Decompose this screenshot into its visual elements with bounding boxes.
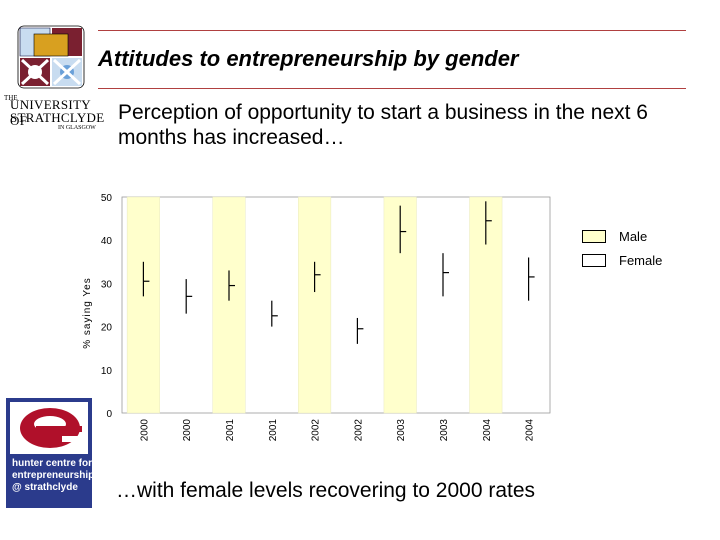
hunter-logo-line-3: @ strathclyde	[12, 482, 78, 493]
logo-text-the: THE	[4, 94, 18, 102]
x-tick-label-9: 2004	[525, 419, 536, 442]
y-tick-label-50: 50	[101, 193, 113, 204]
top-divider-line	[98, 30, 686, 31]
x-tick-label-5: 2002	[353, 419, 364, 442]
x-tick-label-4: 2002	[311, 419, 322, 442]
x-tick-label-6: 2003	[396, 419, 407, 442]
hunter-centre-logo: hunter centre for entrepreneurship @ str…	[6, 398, 95, 508]
hunter-centre-e-mark	[10, 402, 88, 454]
bar-male-2004-8	[469, 196, 503, 414]
x-tick-label-7: 2003	[439, 419, 450, 442]
x-tick-label-2: 2001	[225, 419, 236, 442]
logo-text-strathclyde: STRATHCLYDE	[10, 110, 105, 125]
bar-male-2000-0	[126, 196, 160, 414]
university-crest-logo	[17, 25, 85, 89]
bar-male-2001-2	[212, 196, 246, 414]
y-axis-label: % saying Yes	[82, 277, 93, 349]
legend-swatch-male	[582, 230, 606, 243]
y-tick-label-10: 10	[101, 366, 113, 377]
error-bar-chart: 0 10 20 30 40 50 2000 2000 2001 2001 2002 2002 2003 2…	[82, 193, 551, 442]
slide-subtitle: Perception of opportunity to start a bus…	[118, 101, 648, 149]
legend-swatch-female	[582, 254, 606, 267]
hunter-logo-line-2: entrepreneurship	[12, 470, 95, 481]
logo-text-in-glasgow: IN GLASGOW	[58, 125, 96, 131]
hunter-logo-line-1: hunter centre for	[12, 458, 93, 469]
title-divider-line	[98, 88, 686, 89]
slide-footer-text: …with female levels recovering to 2000 r…	[116, 479, 536, 502]
x-tick-label-8: 2004	[482, 419, 493, 442]
legend-label-male: Male	[619, 229, 648, 244]
slide-title: Attitudes to entrepreneurship by gender	[98, 46, 519, 71]
x-tick-label-0: 2000	[139, 419, 150, 442]
y-tick-label-0: 0	[106, 409, 112, 420]
legend-label-female: Female	[619, 253, 663, 268]
x-tick-label-1: 2000	[182, 419, 193, 442]
university-of-strathclyde-logo: THE UNIVERSITY OF STRATHCLYDE IN GLASGOW	[4, 94, 104, 138]
bar-male-2002-4	[298, 196, 332, 414]
x-tick-label-3: 2001	[268, 419, 279, 442]
y-tick-label-40: 40	[101, 236, 113, 247]
y-tick-label-20: 20	[101, 323, 113, 334]
y-tick-label-30: 30	[101, 279, 113, 290]
logo-text-university-of: UNIVERSITY OF	[10, 97, 91, 128]
